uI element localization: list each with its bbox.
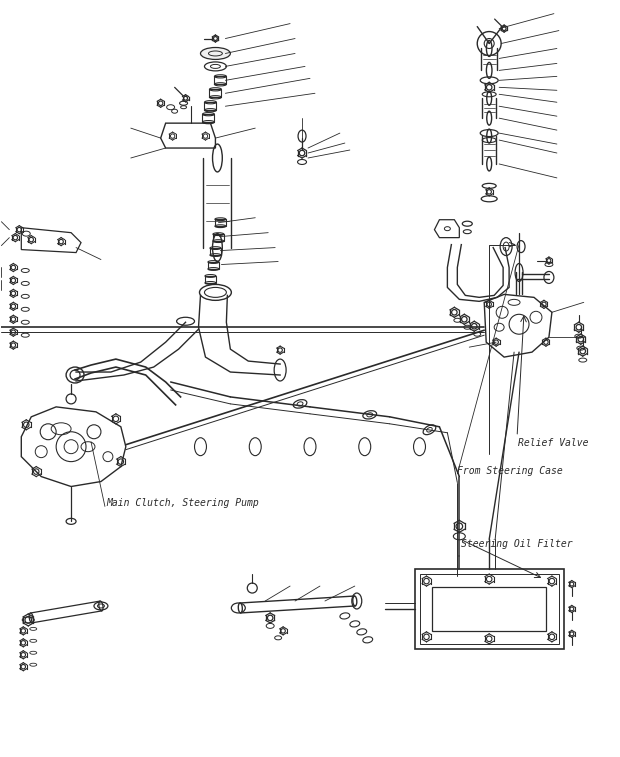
Bar [203,114,215,122]
Text: Steering Oil Filter: Steering Oil Filter [461,539,573,550]
Bar [208,262,219,269]
Bar [432,587,546,631]
Bar [415,569,564,649]
Ellipse shape [200,48,231,60]
Bar [420,574,559,643]
Bar [215,76,226,84]
Bar [210,89,221,97]
Text: Main Clutch, Steering Pump: Main Clutch, Steering Pump [106,498,259,509]
Bar [213,234,224,241]
Bar [205,276,216,283]
Text: From Steering Case: From Steering Case [458,466,563,475]
Bar [215,220,226,226]
Text: Relief Valve: Relief Valve [518,438,588,447]
Bar [205,102,216,111]
Bar [210,248,221,255]
